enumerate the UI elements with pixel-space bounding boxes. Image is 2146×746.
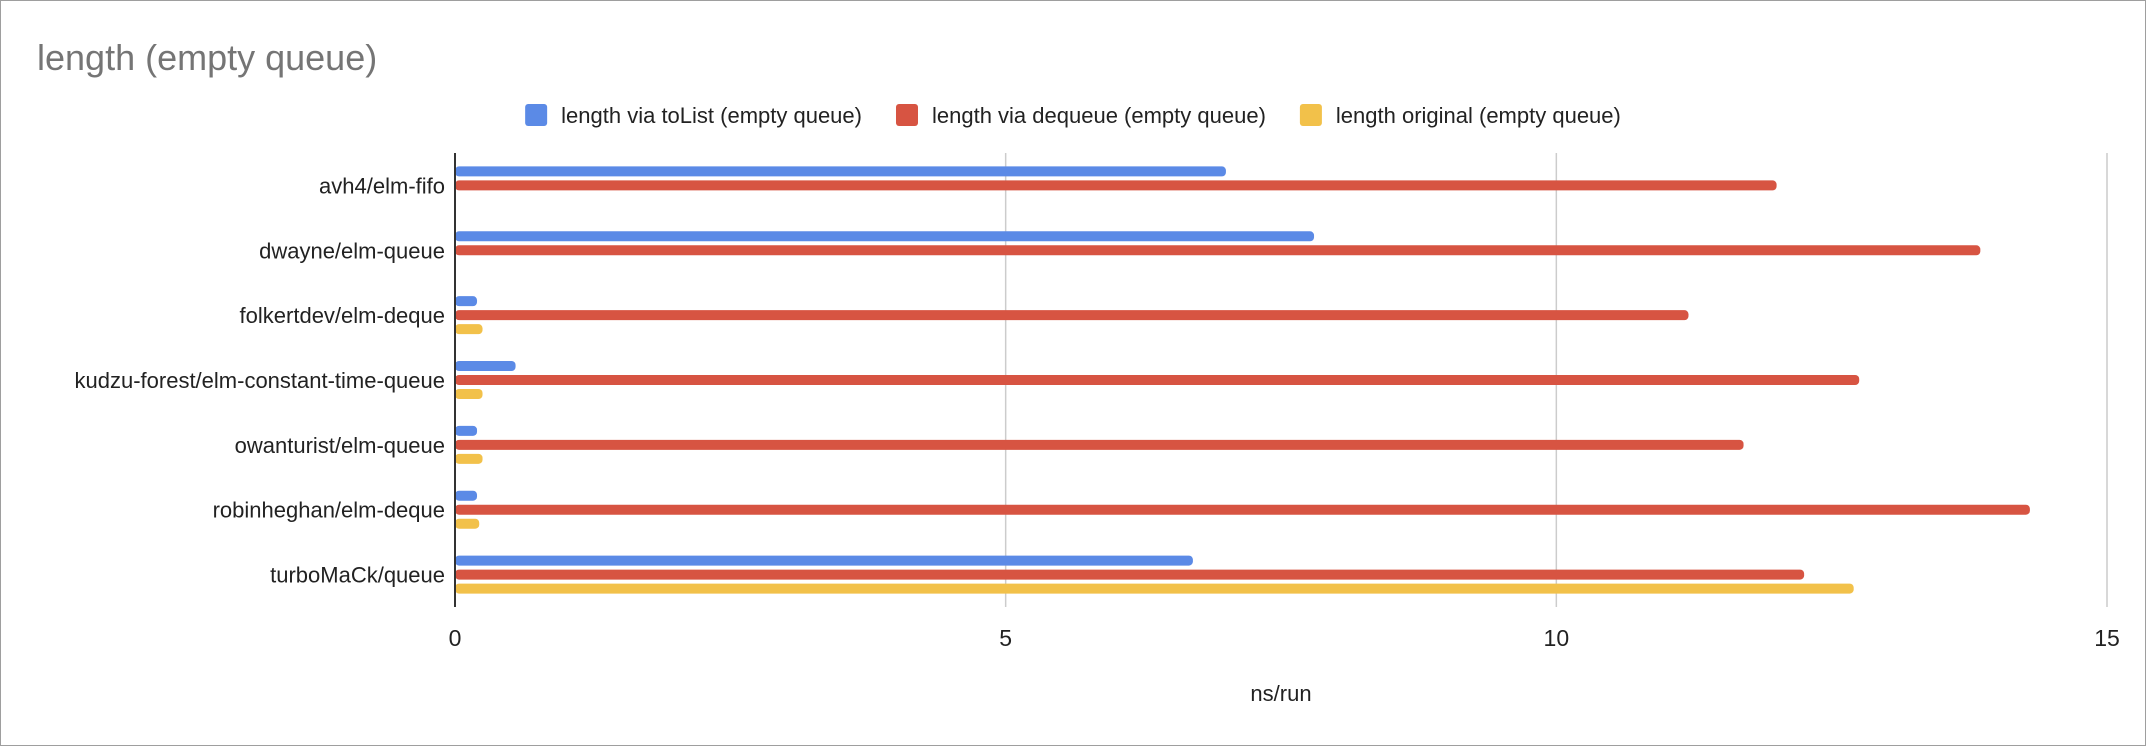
bar xyxy=(455,504,2030,515)
bar xyxy=(455,245,1981,256)
category-label: folkertdev/elm-deque xyxy=(240,303,445,328)
bar xyxy=(455,389,483,399)
x-tick-label: 5 xyxy=(999,625,1012,651)
category-label: owanturist/elm-queue xyxy=(235,433,445,458)
bar xyxy=(455,310,1689,321)
x-tick-label: 15 xyxy=(2094,625,2120,651)
category-label: turboMaCk/queue xyxy=(270,563,445,588)
category-label: kudzu-forest/elm-constant-time-queue xyxy=(75,368,446,393)
bar xyxy=(455,425,478,436)
category-label: dwayne/elm-queue xyxy=(259,238,445,263)
legend-swatch xyxy=(1299,104,1322,126)
legend-item: length original (empty queue) xyxy=(1299,103,1621,128)
x-tick-label: 0 xyxy=(449,625,462,651)
bar xyxy=(455,166,1226,177)
legend-item: length via dequeue (empty queue) xyxy=(895,103,1266,128)
legend-swatch xyxy=(895,104,918,126)
bar xyxy=(455,361,516,371)
bar xyxy=(455,231,1315,242)
bar xyxy=(455,439,1744,450)
bar xyxy=(455,583,1854,594)
bar xyxy=(455,296,478,307)
bar xyxy=(455,490,478,501)
bar xyxy=(455,518,480,529)
category-label: avh4/elm-fifo xyxy=(319,173,445,198)
bar xyxy=(455,375,1860,385)
x-axis-title: ns/run xyxy=(1250,681,1311,706)
category-label: robinheghan/elm-deque xyxy=(213,498,445,523)
bar xyxy=(455,324,483,335)
bar xyxy=(455,569,1805,580)
bar xyxy=(455,555,1193,566)
legend-swatch xyxy=(525,104,548,126)
chart-title: length (empty queue) xyxy=(37,37,378,78)
x-tick-label: 10 xyxy=(1544,625,1570,651)
legend-label: length via dequeue (empty queue) xyxy=(932,103,1266,128)
legend-label: length via toList (empty queue) xyxy=(561,103,862,128)
legend-label: length original (empty queue) xyxy=(1336,103,1621,128)
bar xyxy=(455,180,1777,191)
bar xyxy=(455,453,483,464)
legend-item: length via toList (empty queue) xyxy=(525,103,862,128)
